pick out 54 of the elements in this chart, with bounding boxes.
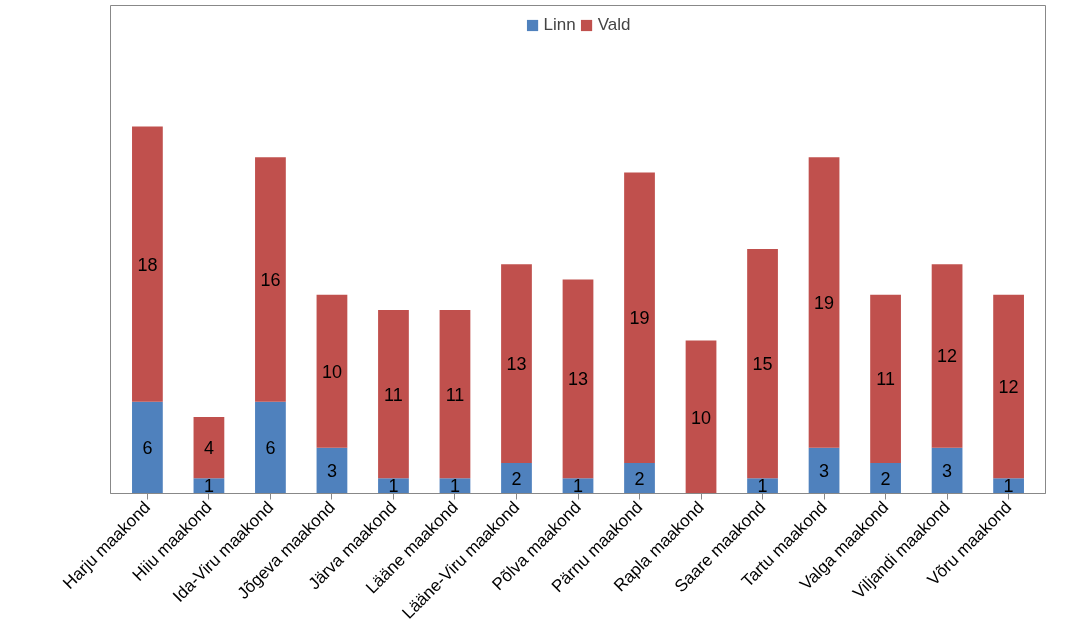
bar xyxy=(316,294,348,448)
data-label: 13 xyxy=(506,354,527,375)
bar xyxy=(808,157,840,448)
legend-label: Linn xyxy=(543,15,576,35)
data-label: 1 xyxy=(757,476,768,497)
bar xyxy=(255,401,286,494)
data-label: 13 xyxy=(567,369,589,390)
data-label: 10 xyxy=(321,361,342,382)
bar xyxy=(501,462,532,494)
data-label: 19 xyxy=(814,292,835,313)
bar xyxy=(193,417,225,479)
data-label: 11 xyxy=(384,384,403,405)
data-label: 11 xyxy=(876,369,895,390)
data-label: 3 xyxy=(326,461,337,482)
data-label: 19 xyxy=(629,308,650,329)
bar xyxy=(562,279,594,479)
data-label: 15 xyxy=(752,354,773,375)
data-label: 18 xyxy=(137,254,158,275)
data-label: 1 xyxy=(1003,476,1014,497)
data-label: 11 xyxy=(445,384,465,405)
bar xyxy=(624,462,655,494)
bar xyxy=(931,447,963,494)
bar xyxy=(132,401,163,494)
bar xyxy=(870,294,901,463)
bar xyxy=(685,340,717,494)
data-label: 2 xyxy=(880,468,891,489)
bar xyxy=(747,248,778,479)
data-label: 6 xyxy=(142,438,153,459)
bar xyxy=(808,447,840,494)
data-label: 12 xyxy=(998,376,1019,397)
data-label: 1 xyxy=(388,476,399,497)
bar xyxy=(931,264,963,448)
bar xyxy=(378,310,409,479)
data-label: 2 xyxy=(634,468,645,489)
bar xyxy=(993,294,1024,479)
bar xyxy=(870,462,901,494)
bar xyxy=(255,157,286,402)
data-label: 6 xyxy=(265,438,276,459)
bar xyxy=(624,172,655,463)
bar xyxy=(316,447,348,494)
data-label: 1 xyxy=(449,476,460,497)
data-label: 10 xyxy=(691,407,712,428)
legend-label: Vald xyxy=(597,15,631,35)
data-label: 2 xyxy=(511,468,522,489)
bar xyxy=(132,126,163,402)
data-label: 4 xyxy=(203,438,214,459)
data-label: 12 xyxy=(937,346,958,367)
data-label: 3 xyxy=(942,461,953,482)
data-label: 1 xyxy=(572,476,584,497)
data-label: 3 xyxy=(819,461,830,482)
data-label: 1 xyxy=(203,476,214,497)
data-label: 16 xyxy=(260,269,281,290)
bar xyxy=(439,310,471,479)
bar xyxy=(501,264,532,463)
